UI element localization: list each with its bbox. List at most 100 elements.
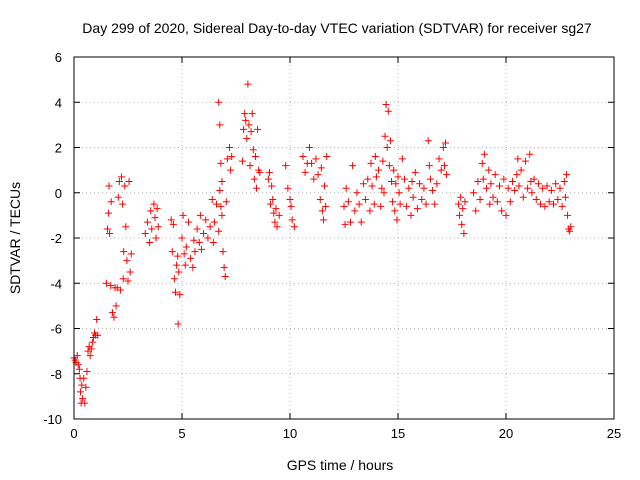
data-point	[413, 205, 421, 213]
data-point	[398, 155, 406, 163]
data-point	[389, 198, 397, 206]
data-point	[322, 202, 330, 210]
data-point	[175, 268, 183, 276]
data-point	[566, 227, 574, 235]
data-point	[301, 168, 309, 176]
data-point	[206, 223, 214, 231]
y-tick-label: 2	[55, 141, 62, 156]
data-point	[195, 239, 203, 247]
data-point	[106, 229, 114, 237]
data-point	[219, 248, 227, 256]
data-point	[316, 196, 324, 204]
data-point	[511, 186, 519, 194]
data-point	[485, 166, 493, 174]
y-tick-label: -6	[50, 322, 62, 337]
data-point	[151, 214, 159, 222]
data-point	[418, 196, 426, 204]
data-point	[521, 157, 529, 165]
data-point	[567, 223, 575, 231]
data-point	[126, 268, 134, 276]
data-point	[223, 155, 231, 163]
data-point	[312, 155, 320, 163]
data-point	[383, 144, 391, 151]
data-point	[146, 239, 154, 247]
x-tick-label: 10	[283, 426, 297, 441]
data-point	[530, 175, 538, 183]
data-point	[143, 218, 151, 226]
data-point	[94, 331, 102, 339]
data-point	[487, 180, 495, 188]
data-point	[240, 125, 248, 133]
data-point	[380, 189, 388, 197]
data-point	[385, 162, 393, 170]
data-point	[180, 250, 188, 258]
data-point	[102, 279, 110, 287]
data-point	[408, 177, 416, 185]
data-point	[191, 248, 199, 256]
data-point	[554, 196, 562, 204]
y-tick-label: 0	[55, 186, 62, 201]
data-point	[176, 291, 184, 299]
data-point	[119, 275, 127, 283]
data-point	[519, 193, 527, 201]
x-axis-label: GPS time / hours	[287, 457, 394, 473]
data-point	[366, 207, 374, 215]
data-point	[150, 200, 158, 208]
data-point	[208, 196, 216, 204]
data-point	[502, 211, 510, 219]
data-point	[371, 153, 379, 161]
data-point	[196, 211, 204, 219]
data-point	[197, 245, 205, 253]
data-point	[457, 193, 465, 201]
data-point	[125, 177, 133, 185]
data-point	[476, 196, 484, 204]
data-point	[182, 243, 190, 251]
data-point	[147, 207, 155, 215]
data-point	[431, 200, 439, 208]
data-point	[375, 166, 383, 174]
data-point	[119, 200, 127, 208]
data-point	[341, 220, 349, 228]
data-point	[506, 198, 514, 206]
x-tick-label: 25	[607, 426, 621, 441]
data-point	[405, 184, 413, 192]
data-point	[526, 150, 534, 158]
data-point	[396, 200, 404, 208]
data-point	[124, 277, 132, 285]
data-point	[460, 229, 468, 237]
data-point	[265, 168, 273, 176]
data-point	[249, 146, 257, 154]
data-point	[483, 184, 491, 192]
data-point	[275, 211, 283, 219]
data-point	[440, 162, 448, 170]
data-point	[120, 248, 128, 256]
data-point	[79, 395, 87, 403]
data-point	[217, 159, 225, 167]
data-point	[362, 196, 370, 204]
data-point	[489, 193, 497, 201]
data-point	[561, 193, 569, 201]
data-point	[340, 202, 348, 210]
data-point	[344, 198, 352, 206]
data-point	[513, 171, 521, 179]
y-axis-label: SDTVAR / TECUs	[7, 182, 23, 294]
data-point	[395, 189, 403, 197]
data-point	[539, 184, 547, 192]
data-point	[172, 288, 180, 296]
y-tick-label: -10	[43, 412, 62, 427]
data-point	[243, 134, 251, 142]
data-point	[459, 205, 467, 213]
data-point	[247, 128, 255, 136]
data-point	[250, 175, 258, 183]
data-point	[478, 159, 486, 167]
data-point	[209, 239, 217, 247]
data-point	[409, 193, 417, 201]
data-point	[416, 180, 424, 188]
data-point	[310, 175, 318, 183]
data-point	[359, 180, 367, 188]
data-point	[367, 159, 375, 167]
data-point	[202, 216, 210, 224]
data-point	[241, 110, 249, 118]
data-point	[515, 182, 523, 190]
